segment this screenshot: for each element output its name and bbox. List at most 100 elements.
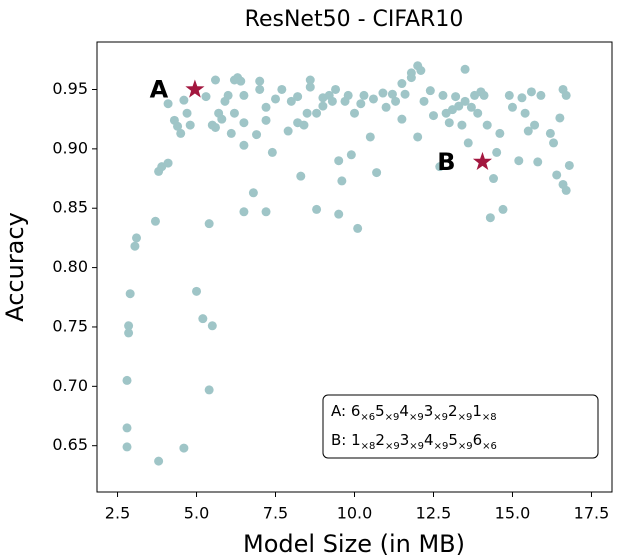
point [520, 108, 530, 118]
legend-term: 3 [424, 402, 434, 420]
point [463, 138, 473, 148]
point [192, 286, 202, 296]
legend-subscript: ×8 [361, 441, 376, 452]
point [239, 207, 249, 217]
x-tick-label: 10.0 [337, 504, 373, 523]
legend-box [322, 394, 599, 459]
point [400, 89, 410, 99]
legend-term: 5 [448, 431, 458, 449]
y-axis-label: Accuracy [1, 212, 29, 322]
point [239, 118, 249, 128]
point [131, 233, 141, 243]
point [397, 79, 407, 89]
point [473, 108, 483, 118]
point [293, 92, 303, 102]
point [173, 121, 183, 131]
point [451, 92, 461, 102]
point [530, 120, 540, 130]
point [125, 289, 135, 299]
point [457, 120, 467, 130]
point [460, 64, 470, 74]
x-axis-label: Model Size (in MB) [243, 530, 465, 558]
point [428, 111, 438, 121]
legend-subscript: ×9 [409, 412, 424, 423]
point [130, 241, 140, 251]
point [255, 76, 265, 86]
point [492, 147, 502, 157]
point [277, 84, 287, 94]
point [185, 120, 195, 130]
point [353, 223, 363, 233]
point [350, 108, 359, 118]
point [454, 101, 464, 111]
point [252, 130, 262, 140]
point [198, 314, 208, 324]
y-tick-label: 0.95 [52, 79, 88, 98]
point [305, 75, 315, 85]
y-tick-label: 0.70 [52, 376, 88, 395]
y-tick-label: 0.75 [52, 316, 88, 335]
point [179, 443, 189, 453]
point [495, 128, 505, 138]
point [124, 321, 134, 331]
point [299, 120, 309, 130]
point [176, 128, 186, 138]
point [283, 126, 293, 136]
point [226, 128, 236, 138]
point [207, 321, 217, 331]
point [271, 94, 281, 104]
point [438, 90, 448, 100]
x-tick-label: 5.0 [184, 504, 209, 523]
point [331, 84, 341, 94]
point [564, 160, 574, 170]
x-tick-label: 15.0 [495, 504, 531, 523]
point [163, 158, 173, 168]
point [482, 120, 492, 130]
point [334, 156, 344, 166]
legend-term: 4 [424, 431, 434, 449]
point [210, 75, 220, 85]
point [327, 96, 337, 106]
point [397, 114, 407, 124]
point [236, 76, 246, 86]
legend-subscript: ×9 [385, 412, 400, 423]
point [312, 204, 322, 214]
legend-prefix: A: [331, 402, 351, 420]
point [267, 147, 277, 157]
legend-term: 6 [473, 431, 483, 449]
legend-line: B: 1×82×93×94×95×96×6 [331, 431, 497, 452]
point [365, 132, 375, 142]
point [343, 90, 353, 100]
point [201, 92, 211, 102]
x-tick-label: 2.5 [105, 504, 130, 523]
point [318, 101, 328, 111]
point [337, 176, 347, 186]
point [150, 216, 160, 226]
point [485, 213, 495, 223]
legend-subscript: ×9 [458, 441, 473, 452]
y-tick-label: 0.65 [52, 435, 88, 454]
point [217, 114, 227, 124]
point [261, 207, 271, 217]
point [302, 108, 312, 118]
point [460, 96, 470, 106]
point [223, 90, 233, 100]
point [504, 90, 514, 100]
point [204, 385, 214, 395]
point [356, 99, 366, 109]
point [545, 128, 555, 138]
point [261, 115, 271, 125]
point [182, 108, 192, 118]
point [536, 90, 546, 100]
y-tick-label: 0.80 [52, 257, 88, 276]
point [239, 90, 249, 100]
legend-term: 1 [351, 431, 361, 449]
x-tick-label: 12.5 [416, 504, 452, 523]
point [498, 204, 508, 214]
point [378, 88, 388, 98]
legend-term: 2 [375, 431, 385, 449]
legend-term: 2 [448, 402, 458, 420]
point [413, 132, 423, 142]
point [312, 108, 322, 118]
